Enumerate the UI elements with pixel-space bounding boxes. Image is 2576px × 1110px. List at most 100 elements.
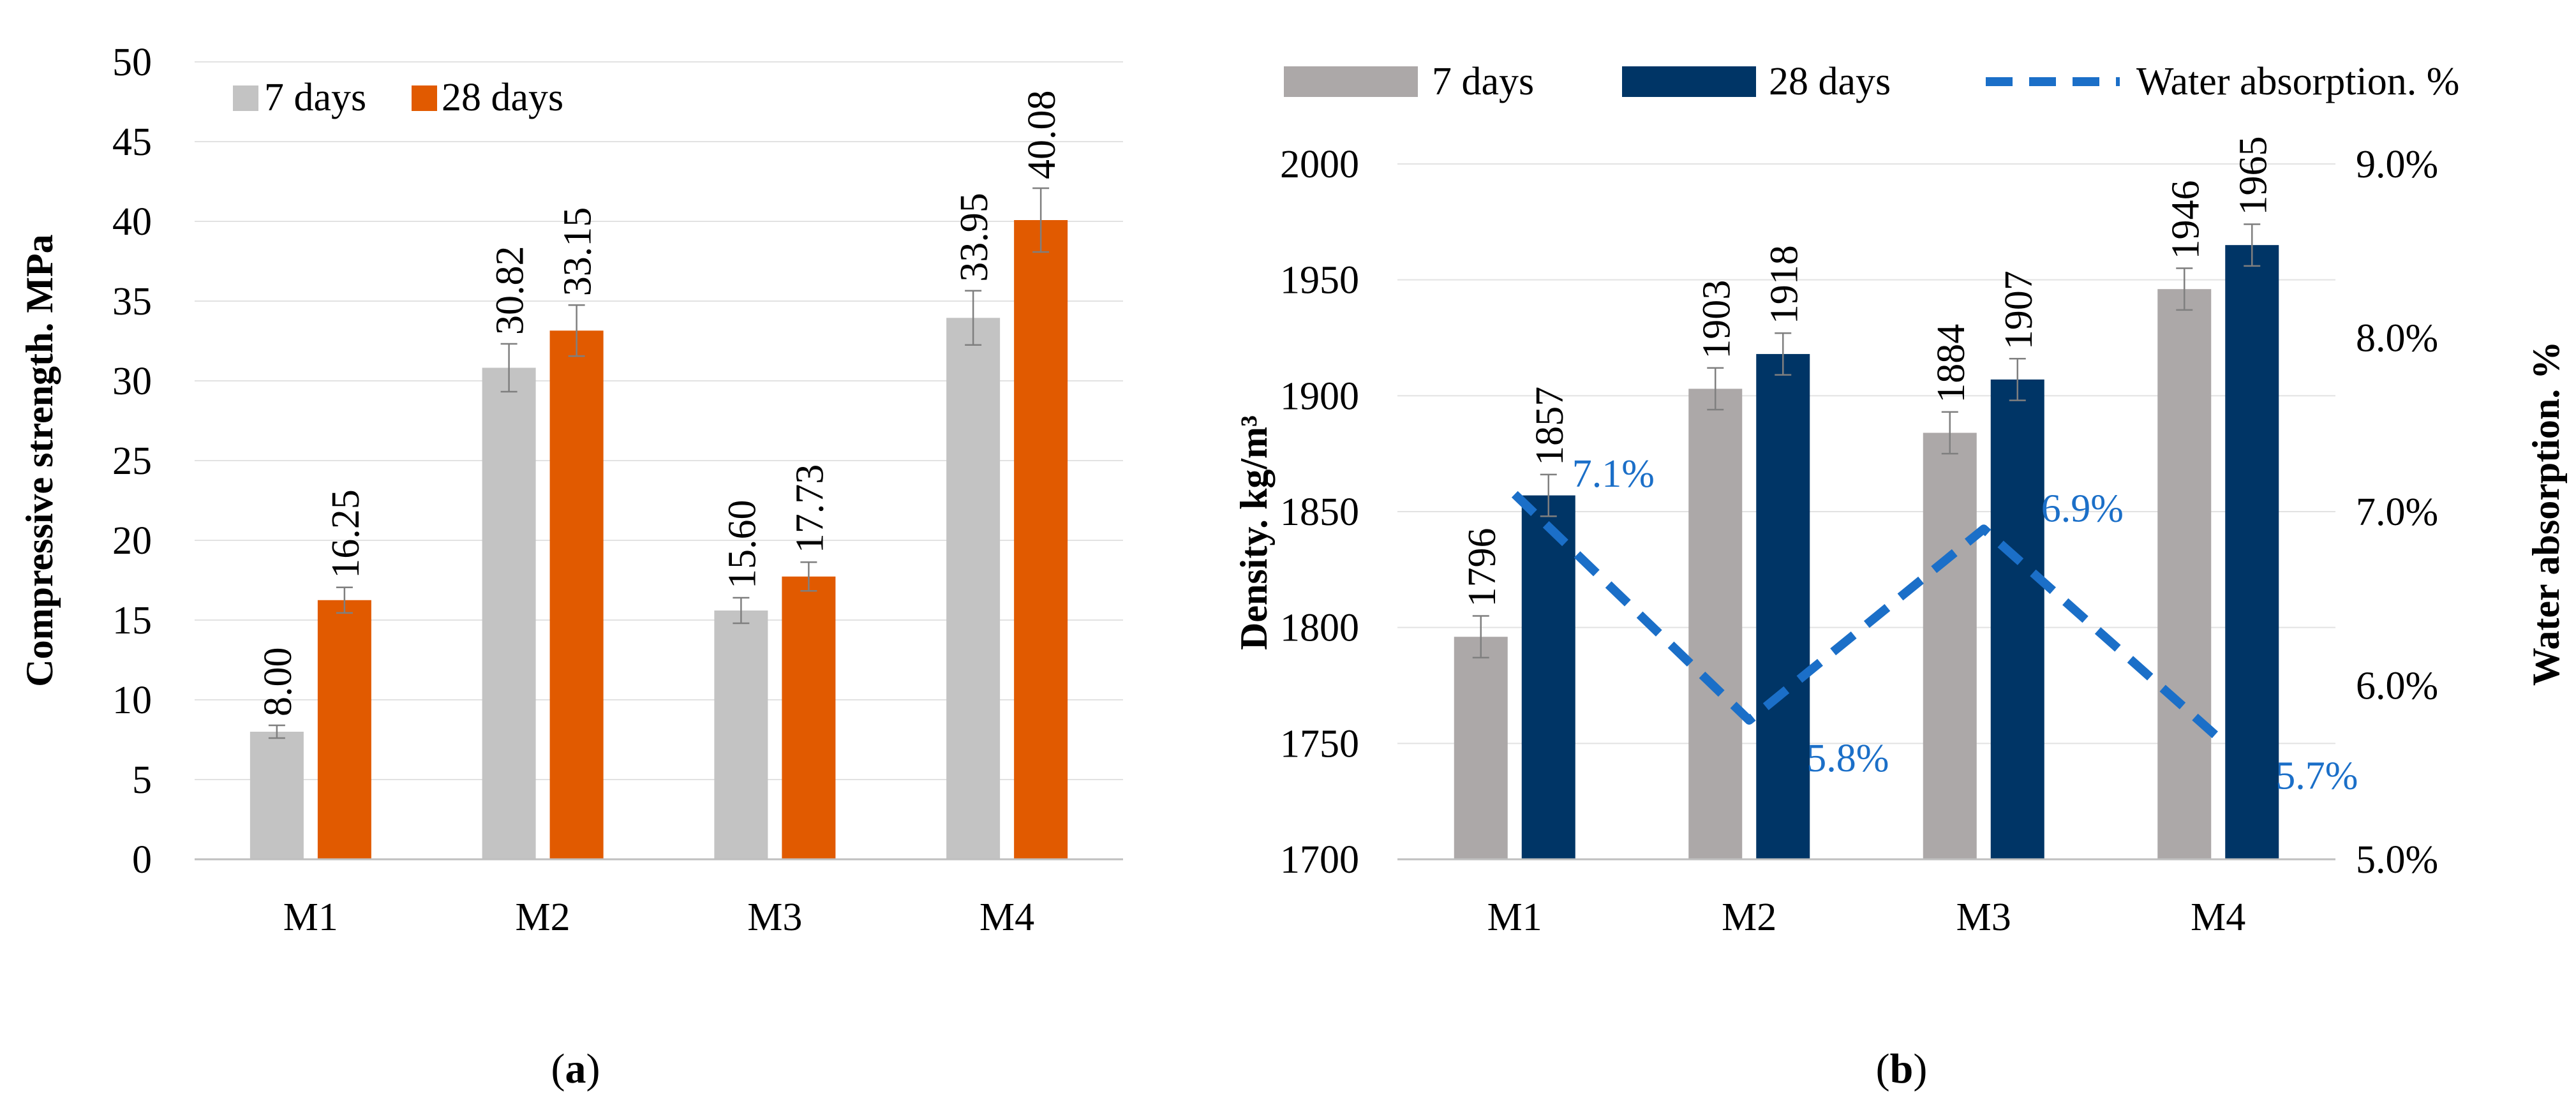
chart-a-legend-label-7-days: 7 days (264, 76, 366, 119)
chart-b-y-axis-title: Density. kg/m³ (1233, 415, 1275, 650)
chart-a-panel-label-letter: a (565, 1046, 586, 1092)
chart-b-legend: 7 days 28 days Water absorption. % (1284, 60, 2459, 103)
b-y-tick-label: 1850 (1280, 491, 1359, 534)
a-y-tick-label: 40 (112, 200, 152, 244)
a-y-tick-label: 5 (132, 759, 152, 802)
chart-b-water-absorption-labels: 7.1% 5.8% 6.9% 5.7% (1572, 452, 2358, 798)
a-x-tick-label-m4: M4 (979, 896, 1034, 939)
a-data-label-7-days-m4: 33.95 (953, 193, 996, 282)
a-error-bar-7-days-m1 (268, 724, 285, 739)
b-error-bar-7-days-m4 (2176, 267, 2193, 311)
b-y-tick-label: 1900 (1280, 374, 1359, 418)
b-bar-28-days-m1 (1521, 495, 1575, 859)
b-x-tick-label-m1: M1 (1487, 896, 1542, 939)
chart-b-y2-tick-labels: 5.0% 6.0% 7.0% 8.0% 9.0% (2356, 143, 2438, 882)
chart-b: 1796 1857 1903 1918 1884 1907 1946 1965 7.1% 5.8… (1233, 60, 2567, 1092)
chart-b-legend-label-water-absorption: Water absorption. % (2136, 60, 2459, 103)
chart-a-legend-swatch-28-days (412, 85, 437, 111)
a-data-label-28-days-m1: 16.25 (324, 489, 368, 579)
a-error-bar-7-days-m3 (733, 596, 750, 625)
chart-a-legend: 7 days 28 days (233, 76, 563, 119)
b-y-tick-label: 1950 (1280, 259, 1359, 302)
b-bar-7-days-m2 (1688, 389, 1743, 859)
a-y-tick-label: 10 (112, 679, 152, 722)
chart-b-legend-label-28-days: 28 days (1769, 60, 1891, 103)
b-water-absorption-label-m4: 5.7% (2275, 754, 2358, 797)
b-data-label-28-days-m3: 1907 (1997, 270, 2041, 350)
b-error-bar-28-days-m3 (2009, 357, 2026, 401)
chart-b-legend-label-7-days: 7 days (1432, 60, 1534, 103)
chart-a-x-tick-labels: M1 M2 M3 M4 (283, 896, 1034, 939)
b-data-label-28-days-m2: 1918 (1762, 245, 1806, 324)
b-data-label-7-days-m1: 1796 (1461, 528, 1504, 607)
chart-a-y-tick-labels: 0 5 10 15 20 25 30 35 40 45 50 (112, 41, 152, 882)
a-bar-28-days-m3 (782, 576, 836, 859)
chart-b-y2-axis-title: Water absorption. % (2525, 341, 2567, 686)
chart-a-data-labels: 8.00 16.25 30.82 33.15 15.60 17.73 33.95 40.08 (257, 91, 1064, 717)
b-data-label-28-days-m1: 1857 (1528, 387, 1572, 466)
b-y2-tick-label: 9.0% (2356, 143, 2438, 186)
b-bar-28-days-m4 (2225, 245, 2279, 860)
a-bar-7-days-m1 (249, 732, 304, 859)
chart-a-bars (249, 220, 1068, 859)
b-y2-tick-label: 5.0% (2356, 838, 2438, 882)
a-data-label-7-days-m1: 8.00 (257, 648, 300, 717)
a-data-label-28-days-m4: 40.08 (1020, 91, 1064, 180)
b-error-bar-28-days-m4 (2244, 223, 2261, 267)
a-x-tick-label-m2: M2 (516, 896, 570, 939)
a-data-label-28-days-m3: 17.73 (788, 464, 831, 554)
b-y-tick-label: 1800 (1280, 607, 1359, 650)
b-y-tick-label: 1750 (1280, 722, 1359, 766)
a-x-tick-label-m1: M1 (283, 896, 338, 939)
a-y-tick-label: 25 (112, 440, 152, 483)
b-x-tick-label-m2: M2 (1722, 896, 1776, 939)
b-y-tick-label: 2000 (1280, 143, 1359, 186)
a-y-tick-label: 0 (132, 838, 152, 882)
b-data-label-7-days-m2: 1903 (1695, 280, 1738, 359)
b-data-label-7-days-m3: 1884 (1930, 324, 1973, 403)
chart-b-legend-swatch-28-days (1622, 66, 1756, 97)
b-y2-tick-label: 7.0% (2356, 491, 2438, 534)
a-data-label-7-days-m3: 15.60 (720, 500, 764, 589)
a-x-tick-label-m3: M3 (747, 896, 802, 939)
chart-b-panel-label-letter: b (1890, 1046, 1914, 1092)
b-error-bar-7-days-m2 (1707, 367, 1724, 411)
b-bar-7-days-m3 (1923, 433, 1977, 859)
a-y-tick-label: 20 (112, 519, 152, 563)
b-error-bar-7-days-m3 (1941, 411, 1958, 455)
a-y-tick-label: 35 (112, 280, 152, 323)
chart-a-panel-label: (a) (551, 1046, 600, 1092)
chart-b-x-tick-labels: M1 M2 M3 M4 (1487, 896, 2246, 939)
b-data-label-7-days-m4: 1946 (2164, 181, 2207, 260)
b-error-bar-7-days-m1 (1472, 615, 1489, 659)
a-error-bar-7-days-m4 (965, 290, 982, 346)
chart-b-panel-label: (b) (1876, 1046, 1928, 1092)
a-bar-28-days-m4 (1014, 220, 1068, 859)
b-bar-28-days-m3 (1990, 379, 2044, 859)
a-error-bar-28-days-m4 (1032, 187, 1050, 253)
b-bar-7-days-m1 (1454, 637, 1508, 859)
b-bar-7-days-m4 (2157, 289, 2212, 859)
chart-a-legend-swatch-7-days (233, 85, 258, 111)
chart-a-y-axis-title: Compressive strength. MPa (19, 234, 61, 686)
b-x-tick-label-m3: M3 (1956, 896, 2011, 939)
b-x-tick-label-m4: M4 (2191, 896, 2245, 939)
a-bar-7-days-m2 (482, 367, 536, 859)
chart-b-error-bars (1472, 223, 2261, 659)
a-data-label-28-days-m2: 33.15 (556, 207, 600, 297)
chart-b-water-absorption-line (1511, 491, 2221, 741)
b-y2-tick-label: 8.0% (2356, 317, 2438, 360)
a-bar-28-days-m1 (317, 600, 371, 859)
chart-a-error-bars (268, 187, 1050, 739)
a-bar-7-days-m4 (946, 318, 1001, 859)
b-bar-28-days-m2 (1756, 353, 1810, 859)
b-data-label-28-days-m4: 1965 (2231, 136, 2275, 215)
a-bar-28-days-m2 (549, 330, 604, 859)
b-error-bar-28-days-m2 (1775, 332, 1792, 376)
a-error-bar-28-days-m2 (568, 304, 585, 357)
b-y2-tick-label: 6.0% (2356, 665, 2438, 708)
b-error-bar-28-days-m1 (1540, 473, 1557, 517)
a-y-tick-label: 50 (112, 41, 152, 84)
